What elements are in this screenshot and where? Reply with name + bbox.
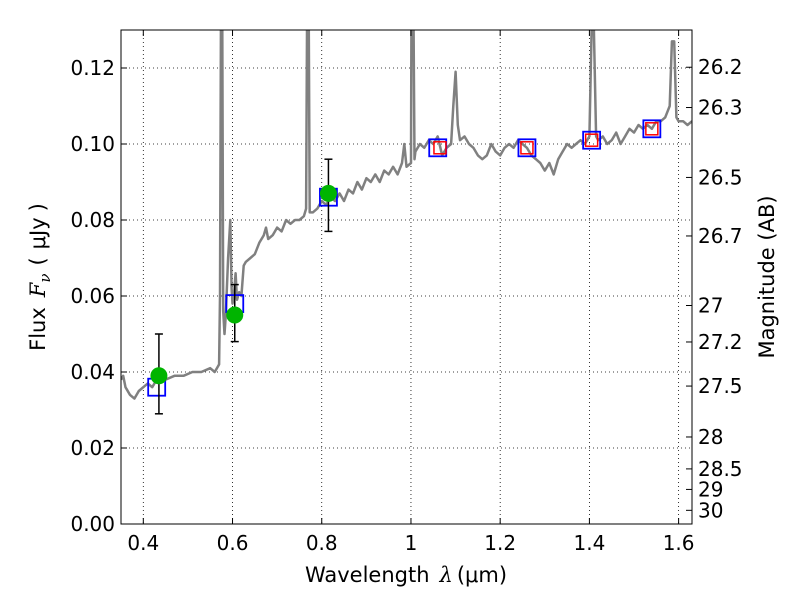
right-tick-label: 27.2 — [698, 330, 743, 354]
right-tick-label: 27.5 — [698, 374, 743, 398]
model-spectrum-line — [121, 30, 692, 400]
x-tick-label: 0.8 — [306, 531, 338, 555]
y-tick-label: 0.08 — [70, 208, 115, 232]
x-tick-label: 0.4 — [127, 531, 159, 555]
x-tick-label: 1.4 — [573, 531, 605, 555]
x-tick-label: 1 — [405, 531, 418, 555]
y-tick-label: 0.02 — [70, 436, 115, 460]
x-tick-label: 1.6 — [663, 531, 695, 555]
plot-frame — [120, 29, 693, 525]
plot-content — [121, 30, 692, 415]
right-tick-label: 26.2 — [698, 55, 743, 79]
right-tick-label: 28 — [698, 425, 723, 449]
y-axis-symbol: F — [26, 281, 50, 298]
y-tick-label: 0.10 — [70, 132, 115, 156]
tick-marks — [121, 30, 692, 525]
nir-marker-square — [520, 141, 534, 155]
y-tick-labels: 0.00 0.02 0.04 0.06 0.08 0.10 0.12 — [70, 56, 115, 536]
model-photometry-square — [517, 138, 537, 158]
right-axis-title: Magnitude (AB) — [755, 195, 779, 358]
y-axis-open-paren: ( — [26, 257, 50, 265]
right-tick-label: 27 — [698, 294, 723, 318]
x-tick-labels: 0.4 0.6 0.8 1 1.2 1.4 1.6 — [127, 531, 694, 555]
y-axis-subscript: ν — [36, 274, 54, 283]
right-tick-label: 26.5 — [698, 165, 743, 189]
right-tick-label: 28.5 — [698, 457, 743, 481]
y-tick-label: 0.12 — [70, 56, 115, 80]
right-tick-label: 30 — [698, 498, 723, 522]
right-tick-label: 26.3 — [698, 96, 743, 120]
y-tick-label: 0.00 — [70, 512, 115, 536]
model-photometry-square — [582, 130, 602, 150]
x-axis-unit: (μm) — [457, 563, 507, 587]
x-tick-label: 1.2 — [484, 531, 516, 555]
model-photometry-square — [642, 119, 662, 139]
x-axis-title-text: Wavelength — [305, 563, 430, 587]
observed-point — [319, 184, 337, 202]
observed-point — [150, 367, 168, 385]
plot-background — [121, 30, 692, 524]
nir-marker-square — [433, 141, 447, 155]
y-axis-close-paren: ) — [26, 203, 50, 211]
right-tick-label: 29 — [698, 477, 723, 501]
right-tick-label: 26.7 — [698, 224, 743, 248]
y-tick-label: 0.06 — [70, 284, 115, 308]
y-axis-title-text: Flux — [26, 307, 50, 351]
x-axis-symbol: λ — [439, 563, 453, 587]
y-tick-label: 0.04 — [70, 360, 115, 384]
observed-point — [226, 306, 244, 324]
x-axis-title: Wavelength λ (μm) — [305, 563, 507, 587]
x-tick-label: 0.6 — [217, 531, 249, 555]
y-axis-title: Flux Fν ( μJy) — [26, 203, 54, 351]
nir-marker-square — [645, 122, 659, 136]
nir-marker-square — [584, 133, 599, 147]
y-axis-unit: μJy — [26, 217, 50, 249]
